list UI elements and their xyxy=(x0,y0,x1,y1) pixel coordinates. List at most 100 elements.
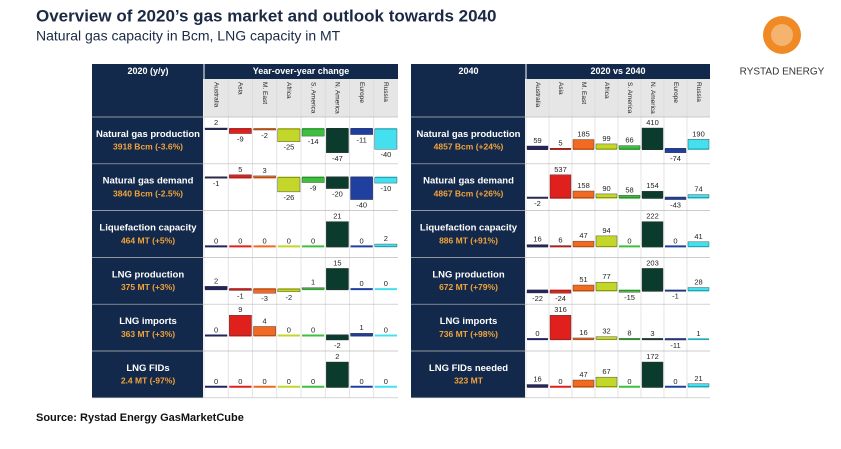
bar xyxy=(527,146,548,149)
bar xyxy=(573,241,594,246)
value-label: 158 xyxy=(577,181,590,190)
bar xyxy=(596,194,617,198)
bar xyxy=(688,139,709,149)
value-label: 74 xyxy=(694,185,702,194)
header-right: Year-over-year change xyxy=(253,66,350,76)
value-label: 2 xyxy=(214,276,218,285)
bar xyxy=(665,198,686,200)
bar xyxy=(596,337,617,339)
region-label: N. America xyxy=(649,82,656,114)
subtitle: Natural gas capacity in Bcm, LNG capacit… xyxy=(36,28,341,44)
value-label: 0 xyxy=(311,325,315,334)
region-label: Australia xyxy=(212,82,219,108)
value-label: 16 xyxy=(579,328,587,337)
bar xyxy=(619,291,640,293)
bar xyxy=(596,282,617,290)
bar xyxy=(302,288,324,289)
bar xyxy=(326,335,348,340)
value-label: -1 xyxy=(237,291,244,300)
value-label: 0 xyxy=(238,236,242,245)
value-label: 203 xyxy=(646,258,659,267)
row-label: LNG imports xyxy=(119,316,177,327)
value-label: 1 xyxy=(311,278,315,287)
bar xyxy=(254,326,276,335)
value-label: 2 xyxy=(214,118,218,127)
source: Source: Rystad Energy GasMarketCube xyxy=(36,412,244,424)
value-label: -10 xyxy=(380,184,391,193)
value-label: 0 xyxy=(558,377,562,386)
value-label: 537 xyxy=(554,165,567,174)
value-label: -1 xyxy=(213,179,220,188)
value-label: 0 xyxy=(311,236,315,245)
row-detail: 323 MT xyxy=(454,376,484,386)
value-label: 58 xyxy=(625,185,633,194)
value-label: 0 xyxy=(535,329,539,338)
bar xyxy=(619,195,640,197)
bar xyxy=(550,175,571,198)
row-label: Natural gas demand xyxy=(103,176,194,187)
bar xyxy=(596,144,617,149)
row-detail: 3840 Bcm (-2.5%) xyxy=(113,188,183,198)
value-label: 94 xyxy=(602,226,610,235)
bar xyxy=(326,129,348,153)
bar xyxy=(326,362,348,387)
bar xyxy=(229,315,251,335)
row-detail: 375 MT (+3%) xyxy=(121,282,175,292)
bar xyxy=(351,178,373,200)
region-label: M. East xyxy=(580,82,587,104)
row-detail: 736 MT (+98%) xyxy=(439,329,498,339)
bar xyxy=(205,128,227,129)
bar xyxy=(278,129,300,142)
bar xyxy=(229,289,251,290)
bar xyxy=(573,338,594,339)
bar xyxy=(254,129,276,130)
value-label: 1 xyxy=(360,323,364,332)
row-label: Natural gas production xyxy=(417,129,521,140)
bar xyxy=(688,242,709,247)
value-label: 4 xyxy=(263,316,267,325)
bar xyxy=(278,289,300,292)
bar xyxy=(326,268,348,289)
region-label: N. America xyxy=(334,82,341,114)
bar xyxy=(642,222,663,247)
value-label: 172 xyxy=(646,352,659,361)
row-label: Liquefaction capacity xyxy=(99,223,197,234)
row-label: LNG imports xyxy=(440,316,498,327)
row-label: Liquefaction capacity xyxy=(420,223,518,234)
value-label: 90 xyxy=(602,184,610,193)
value-label: -15 xyxy=(624,293,635,302)
value-label: 47 xyxy=(579,370,587,379)
bar xyxy=(302,178,324,183)
bar xyxy=(375,178,397,184)
value-label: -11 xyxy=(670,341,680,350)
value-label: 5 xyxy=(558,139,562,148)
region-label: Asia xyxy=(557,82,564,95)
bar xyxy=(302,129,324,136)
value-label: 0 xyxy=(384,325,388,334)
header-left: 2040 xyxy=(458,66,478,76)
row-detail: 4867 Bcm (+26%) xyxy=(434,188,504,198)
row-label: LNG FIDs xyxy=(126,363,169,374)
row-detail: 672 MT (+79%) xyxy=(439,282,498,292)
region-label: Africa xyxy=(285,82,292,99)
value-label: -22 xyxy=(532,294,543,303)
logo-mark xyxy=(771,24,793,46)
value-label: 15 xyxy=(333,258,341,267)
value-label: 2 xyxy=(335,352,339,361)
region-label: Russia xyxy=(382,82,389,102)
value-label: 0 xyxy=(360,377,364,386)
value-label: -40 xyxy=(380,150,391,159)
bar xyxy=(351,333,373,335)
value-label: -26 xyxy=(283,193,294,202)
bar xyxy=(229,175,251,178)
logo-text: RYSTAD ENERGY xyxy=(740,67,825,78)
value-label: 2 xyxy=(384,234,388,243)
bar xyxy=(527,384,548,386)
value-label: 28 xyxy=(694,278,702,287)
value-label: 9 xyxy=(238,305,242,314)
row-label: Natural gas production xyxy=(96,129,200,140)
bar xyxy=(619,146,640,149)
bar xyxy=(573,140,594,149)
value-label: -3 xyxy=(261,294,268,303)
region-label: Africa xyxy=(603,82,610,99)
